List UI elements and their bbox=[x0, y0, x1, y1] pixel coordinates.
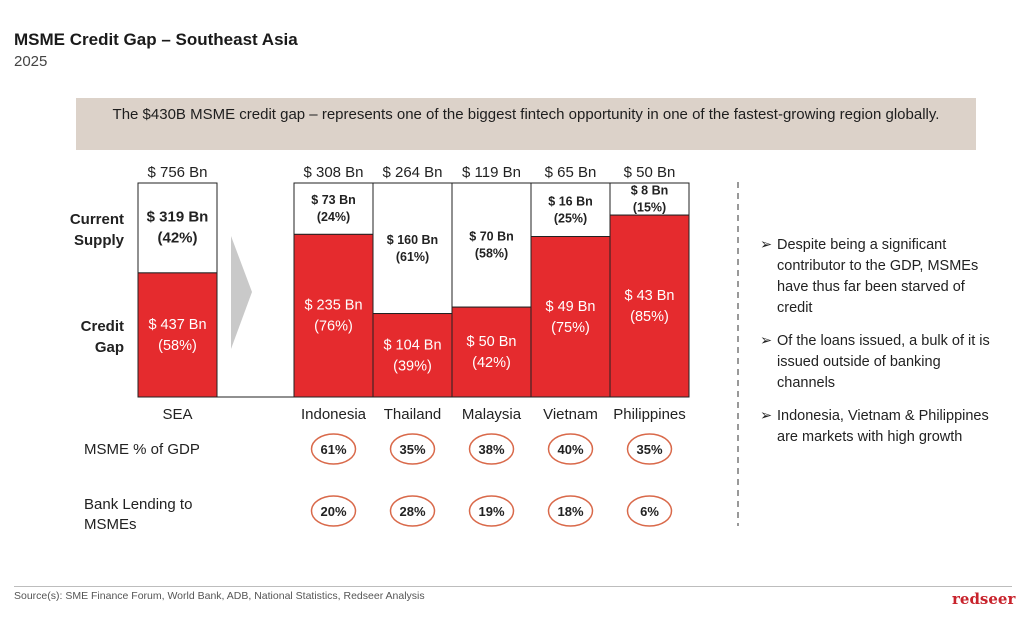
bank-lending-value: 18% bbox=[557, 504, 583, 519]
gap-percent-label: (58%) bbox=[158, 338, 197, 354]
bar-total-label: $ 119 Bn bbox=[462, 164, 521, 181]
msme-gdp-circle bbox=[468, 433, 515, 465]
arrow-bullet-icon: ➢ bbox=[760, 333, 773, 349]
gap-value-label: $ 50 Bn bbox=[467, 334, 517, 350]
supply-bar-segment bbox=[372, 182, 453, 315]
gap-bar-segment bbox=[530, 236, 611, 398]
bar-total-label: $ 756 Bn bbox=[147, 164, 207, 181]
gap-bar-segment bbox=[451, 306, 532, 398]
credit-gap-chart: $ 756 Bn $ 319 Bn (42%) $ 437 Bn (58%) SEA $ 3… bbox=[70, 164, 739, 533]
bank-lending-row-label: MSMEs bbox=[84, 516, 137, 533]
bank-lending-circle bbox=[468, 495, 515, 527]
category-label: Indonesia bbox=[301, 406, 367, 423]
key-message-banner: The $430B MSME credit gap – represents o… bbox=[76, 98, 976, 150]
msme-gdp-circle bbox=[626, 433, 673, 465]
bank-lending-value: 28% bbox=[399, 504, 425, 519]
bank-lending-circle bbox=[310, 495, 357, 527]
supply-value-label: $ 8 Bn bbox=[631, 184, 669, 198]
msme-gdp-row-label: MSME % of GDP bbox=[84, 441, 200, 458]
insight-text: Indonesia, Vietnam & Philippines are mar… bbox=[777, 408, 989, 445]
supply-percent-label: (58%) bbox=[475, 247, 508, 261]
bank-lending-row-label: Bank Lending to bbox=[84, 496, 192, 513]
insight-bullet: ➢ Indonesia, Vietnam & Philippines are m… bbox=[760, 406, 990, 448]
supply-percent-label: (42%) bbox=[157, 229, 197, 246]
gap-bar-segment bbox=[372, 313, 453, 398]
msme-gdp-value: 35% bbox=[399, 442, 425, 457]
gap-value-label: $ 104 Bn bbox=[383, 337, 441, 353]
gap-value-label: $ 437 Bn bbox=[148, 317, 206, 333]
bank-lending-circle bbox=[389, 495, 436, 527]
gap-percent-label: (39%) bbox=[393, 358, 432, 374]
redseer-logo: redseer bbox=[952, 590, 1016, 608]
insight-text: Of the loans issued, a bulk of it is iss… bbox=[777, 333, 990, 391]
supply-value-label: $ 73 Bn bbox=[311, 193, 355, 207]
supply-bar-segment bbox=[137, 182, 218, 274]
gap-percent-label: (76%) bbox=[314, 319, 353, 335]
bank-lending-value: 20% bbox=[320, 504, 346, 519]
supply-value-label: $ 160 Bn bbox=[387, 233, 438, 247]
bank-lending-circle bbox=[626, 495, 673, 527]
current-supply-label: Current bbox=[70, 211, 124, 228]
bar-total-label: $ 65 Bn bbox=[545, 164, 597, 181]
credit-gap-label: Gap bbox=[95, 339, 124, 356]
supply-percent-label: (24%) bbox=[317, 210, 350, 224]
supply-bar-segment bbox=[293, 182, 374, 235]
supply-percent-label: (15%) bbox=[633, 201, 666, 215]
msme-gdp-value: 38% bbox=[478, 442, 504, 457]
category-label: Malaysia bbox=[462, 406, 522, 423]
msme-gdp-value: 61% bbox=[320, 442, 346, 457]
bank-lending-circle bbox=[547, 495, 594, 527]
msme-gdp-circle bbox=[310, 433, 357, 465]
transition-arrow-icon bbox=[231, 236, 252, 349]
gap-percent-label: (85%) bbox=[630, 309, 669, 325]
supply-percent-label: (61%) bbox=[396, 250, 429, 264]
footer-divider bbox=[14, 586, 1012, 587]
arrow-bullet-icon: ➢ bbox=[760, 408, 773, 424]
supply-value-label: $ 70 Bn bbox=[469, 230, 513, 244]
page-title: MSME Credit Gap – Southeast Asia bbox=[14, 30, 298, 49]
current-supply-label: Supply bbox=[74, 232, 125, 249]
category-label: Thailand bbox=[384, 406, 442, 423]
gap-percent-label: (42%) bbox=[472, 355, 511, 371]
arrow-bullet-icon: ➢ bbox=[760, 237, 773, 253]
supply-bar-segment bbox=[609, 182, 690, 216]
bar-total-label: $ 264 Bn bbox=[382, 164, 442, 181]
supply-value-label: $ 16 Bn bbox=[548, 194, 592, 208]
supply-bar-segment bbox=[530, 182, 611, 237]
category-label: Vietnam bbox=[543, 406, 598, 423]
insight-bullet: ➢ Despite being a significant contributo… bbox=[760, 235, 990, 319]
supply-percent-label: (25%) bbox=[554, 211, 587, 225]
supply-bar-segment bbox=[451, 182, 532, 308]
gap-value-label: $ 43 Bn bbox=[625, 288, 675, 304]
credit-gap-label: Credit bbox=[81, 318, 124, 335]
bank-lending-value: 6% bbox=[640, 504, 659, 519]
bank-lending-value: 19% bbox=[478, 504, 504, 519]
page-subtitle: 2025 bbox=[14, 53, 48, 70]
source-note: Source(s): SME Finance Forum, World Bank… bbox=[14, 590, 425, 602]
bar-total-label: $ 308 Bn bbox=[303, 164, 363, 181]
gap-value-label: $ 235 Bn bbox=[304, 298, 362, 314]
gap-value-label: $ 49 Bn bbox=[546, 299, 596, 315]
supply-value-label: $ 319 Bn bbox=[147, 208, 209, 225]
msme-gdp-value: 40% bbox=[557, 442, 583, 457]
insights-list: ➢ Despite being a significant contributo… bbox=[760, 235, 990, 460]
insight-bullet: ➢ Of the loans issued, a bulk of it is i… bbox=[760, 331, 990, 394]
gap-bar-segment bbox=[293, 233, 374, 398]
category-label: Philippines bbox=[613, 406, 686, 423]
msme-gdp-circle bbox=[389, 433, 436, 465]
gap-percent-label: (75%) bbox=[551, 320, 590, 336]
msme-gdp-circle bbox=[547, 433, 594, 465]
bar-total-label: $ 50 Bn bbox=[624, 164, 676, 181]
msme-gdp-value: 35% bbox=[636, 442, 662, 457]
insight-text: Despite being a significant contributor … bbox=[777, 237, 979, 316]
gap-bar-segment bbox=[609, 214, 690, 398]
gap-bar-segment bbox=[137, 272, 218, 398]
category-label: SEA bbox=[162, 406, 192, 423]
